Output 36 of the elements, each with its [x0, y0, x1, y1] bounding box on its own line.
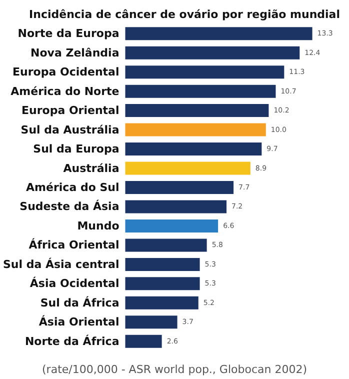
bar [125, 219, 218, 232]
y-tick-label: Europa Oriental [22, 104, 120, 118]
bar [125, 316, 178, 329]
y-tick-label: Ásia Oriental [38, 314, 120, 329]
y-tick-label: Mundo [77, 219, 120, 232]
y-tick-label: África Oriental [28, 238, 120, 252]
bar [125, 200, 227, 214]
y-tick-label: Sul da Ásia central [2, 256, 120, 271]
bar [125, 334, 162, 348]
y-tick-label: Sudeste da Ásia [20, 199, 120, 214]
y-tick-label: Ásia Ocidental [30, 276, 120, 290]
y-tick-label: América do Norte [10, 84, 120, 98]
bar [125, 181, 234, 194]
y-tick-label: Nova Zelândia [30, 46, 120, 60]
bar [125, 104, 269, 118]
bar [125, 84, 276, 98]
bar [125, 238, 207, 252]
bar [125, 277, 200, 290]
y-tick-label: Europa Ocidental [12, 66, 120, 79]
bar [125, 296, 198, 310]
y-tick-label: Sul da África [40, 295, 120, 310]
bar [125, 162, 250, 175]
y-tick-label: América do Sul [26, 181, 120, 194]
y-tick-label: Sul da Austrália [20, 123, 120, 136]
text: (rate/100,000 - ASR world pop., Globocan 2002) [42, 363, 307, 376]
chart-title: Incidência de câncer de ovário por região mundial [29, 8, 340, 21]
y-tick-label: Sul da Europa [33, 142, 120, 156]
bar [125, 46, 300, 60]
y-tick-label: Austrália [63, 162, 120, 175]
bar [125, 27, 312, 40]
bar [125, 66, 284, 79]
y-tick-label: Norte da África [24, 334, 120, 348]
bar [125, 123, 266, 136]
bar [125, 142, 262, 156]
bar [125, 258, 200, 271]
y-tick-label: Norte da Europa [18, 27, 120, 40]
